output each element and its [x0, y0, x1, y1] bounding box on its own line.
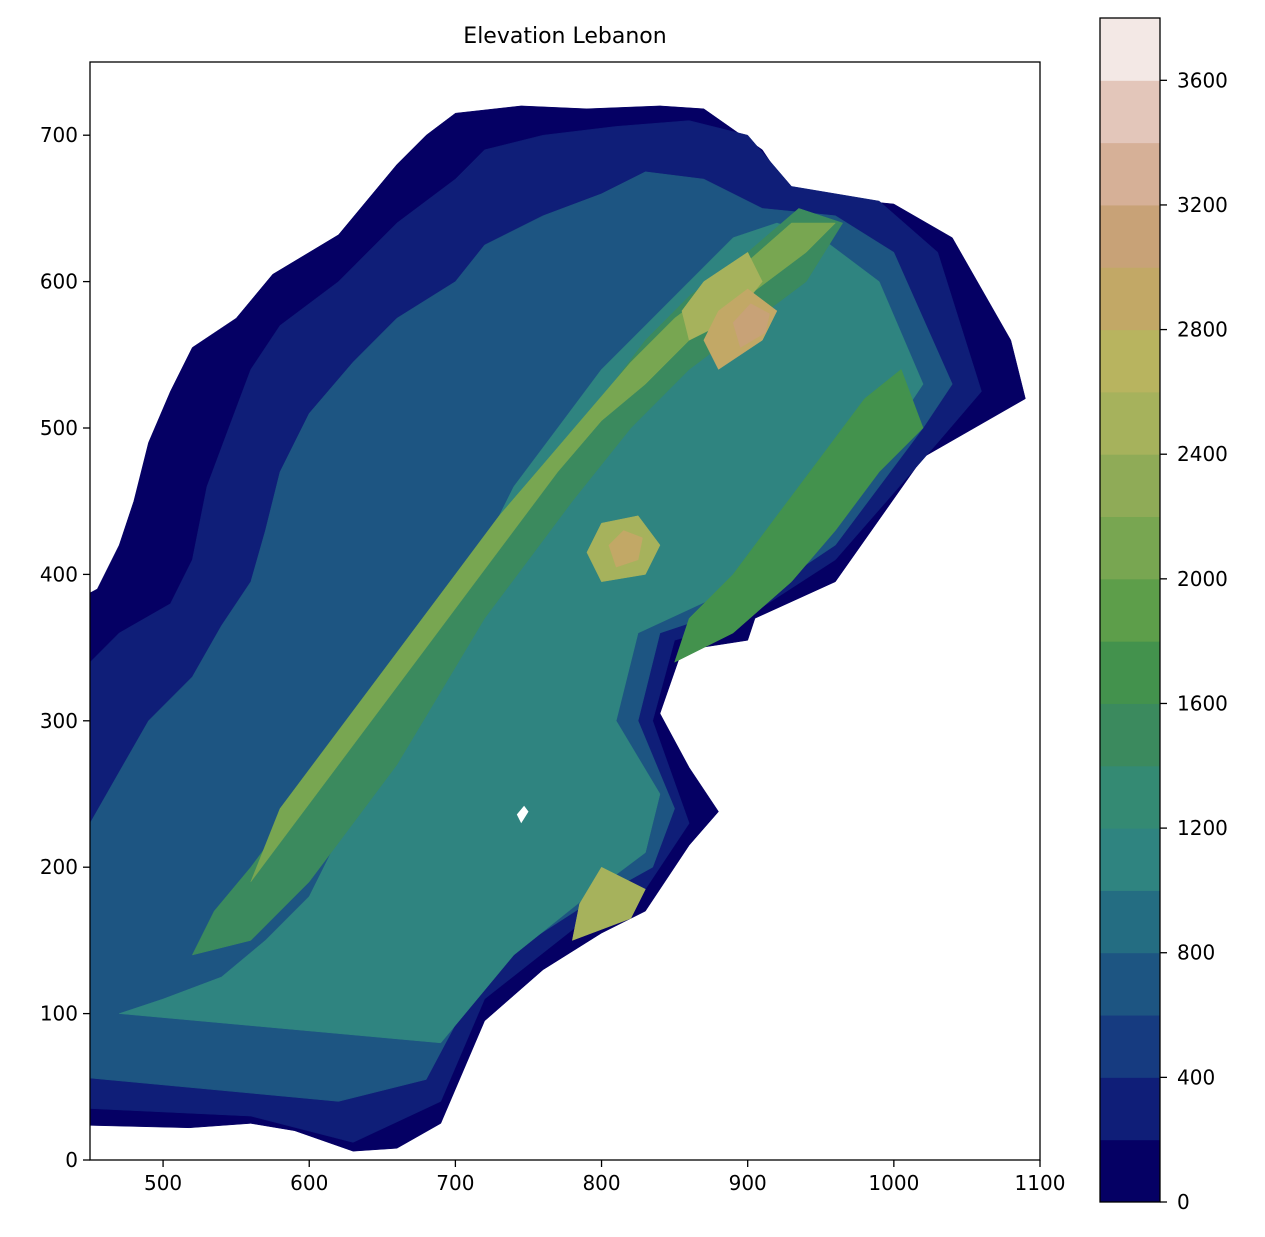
colorbar-band: [1100, 765, 1160, 829]
colorbar-tick-label: 3200: [1177, 193, 1228, 217]
colorbar-band: [1100, 267, 1160, 331]
colorbar-band: [1100, 391, 1160, 455]
colorbar-tick-label: 1200: [1177, 816, 1228, 840]
colorbar-band: [1100, 1077, 1160, 1141]
elevation-region: [608, 530, 643, 568]
plot-frame: [89, 61, 1041, 1161]
colorbar-tick-label: 3600: [1177, 68, 1228, 92]
x-tick-label: 600: [290, 1171, 328, 1195]
y-tick-label: 200: [40, 855, 78, 879]
colorbar-band: [1100, 1015, 1160, 1078]
elevation-region: [674, 368, 924, 663]
colorbar-band: [1100, 329, 1160, 393]
colorbar-band: [1100, 890, 1160, 954]
y-tick-label: 600: [40, 270, 78, 294]
y-tick-label: 700: [40, 123, 78, 147]
colorbar-tick-label: 0: [1177, 1190, 1190, 1214]
colorbar-tick-label: 2000: [1177, 567, 1228, 591]
elevation-region: [250, 222, 837, 882]
colorbar-band: [1100, 142, 1160, 206]
chart-title: Elevation Lebanon: [463, 24, 666, 49]
colorbar: 0 400 800 1200 1600 2000 2400 2800 3200 3600: [1099, 17, 1228, 1214]
colorbar-band: [1100, 516, 1160, 580]
colorbar-tick-label: 1600: [1177, 691, 1228, 715]
x-axis: 500 600 700 800 900 1000 1100: [144, 1160, 1065, 1195]
colorbar-tick-label: 2800: [1177, 318, 1228, 342]
elevation-region-layer: [90, 105, 1026, 1152]
elevation-region: [571, 866, 646, 941]
colorbar-tick-label: 2400: [1177, 442, 1228, 466]
colorbar-band: [1100, 641, 1160, 704]
colorbar-band: [1100, 952, 1160, 1016]
colorbar-frame: [1099, 17, 1161, 1203]
colorbar-band: [1100, 18, 1160, 81]
y-tick-label: 400: [40, 562, 78, 586]
y-axis: 0 100 200 300 400 500 600 700: [40, 123, 90, 1172]
y-tick-label: 0: [65, 1148, 78, 1172]
x-tick-label: 1000: [868, 1171, 919, 1195]
elevation-region: [119, 222, 924, 1044]
colorbar-band: [1100, 828, 1160, 891]
x-tick-label: 800: [582, 1171, 620, 1195]
elevation-region: [732, 303, 770, 348]
x-tick-label: 1100: [1015, 1171, 1066, 1195]
colorbar-tick-label: 400: [1177, 1065, 1215, 1089]
elevation-nodata-hole: [516, 805, 529, 824]
y-tick-label: 500: [40, 416, 78, 440]
x-tick-label: 900: [729, 1171, 767, 1195]
x-tick-label: 500: [144, 1171, 182, 1195]
colorbar-tick-label: 800: [1177, 941, 1215, 965]
x-tick-label: 700: [436, 1171, 474, 1195]
colorbar-band: [1100, 703, 1160, 767]
colorbar-band: [1100, 578, 1160, 642]
colorbar-band: [1100, 454, 1160, 518]
y-tick-label: 100: [40, 1002, 78, 1026]
colorbar-band: [1100, 1139, 1160, 1203]
colorbar-band: [1100, 80, 1160, 144]
colorbar-band: [1100, 204, 1160, 268]
y-tick-label: 300: [40, 709, 78, 733]
